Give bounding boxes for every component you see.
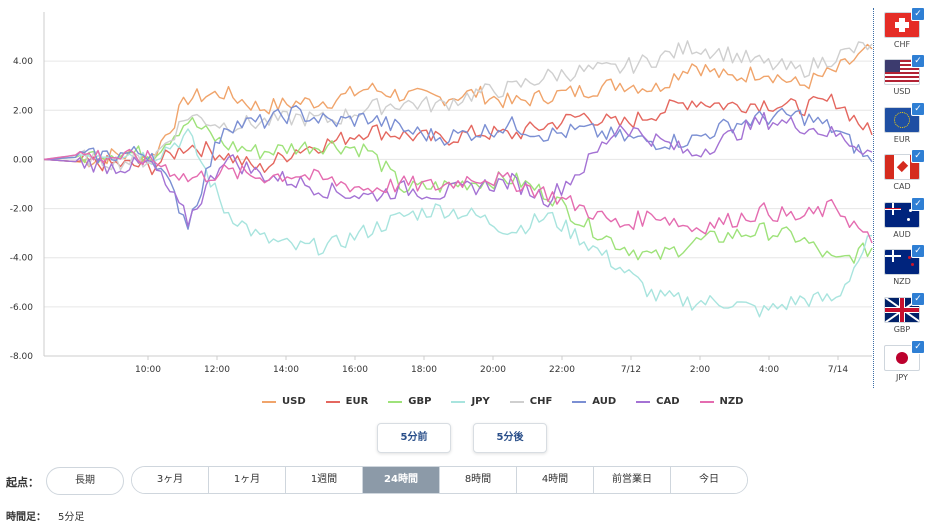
- y-tick-label: -6.00: [10, 303, 34, 313]
- flag-label: CHF: [893, 40, 911, 49]
- legend-swatch: [451, 400, 466, 403]
- y-tick-label: 2.00: [13, 106, 33, 116]
- series-line-gbp: [43, 116, 873, 264]
- checkbox-checked-icon: ✓: [911, 197, 925, 211]
- period-1month-button[interactable]: 1ヶ月: [209, 467, 286, 493]
- flag-label: EUR: [893, 135, 911, 144]
- x-tick-label: 22:00: [549, 365, 575, 375]
- currency-flag-panel: ✓ CHF ✓ USD ✓ EUR ✓ CAD ✓ AUD: [873, 7, 927, 388]
- legend-label: EUR: [345, 396, 369, 407]
- y-tick-label: -2.00: [10, 205, 34, 215]
- checkbox-checked-icon: ✓: [911, 54, 925, 68]
- legend-label: USD: [282, 396, 306, 407]
- long-term-button[interactable]: 長期: [46, 467, 124, 495]
- flag-label: USD: [893, 87, 911, 96]
- x-tick-label: 4:00: [759, 365, 779, 375]
- flag-label: JPY: [896, 373, 908, 382]
- series-line-eur: [43, 93, 873, 176]
- legend-swatch: [325, 400, 340, 403]
- flag-label: AUD: [893, 230, 911, 239]
- period-1week-button[interactable]: 1週間: [286, 467, 363, 493]
- x-tick-label: 10:00: [135, 365, 161, 375]
- period-today-button[interactable]: 今日: [671, 467, 747, 493]
- series-line-usd: [43, 43, 873, 168]
- legend-label: GBP: [408, 396, 432, 407]
- chart-legend: USD EUR GBP JPY CHF AUD CAD NZD: [262, 396, 763, 407]
- flag-label: CAD: [893, 182, 911, 191]
- series-line-nzd: [43, 148, 873, 244]
- series-line-chf: [43, 40, 873, 171]
- y-tick-label: -4.00: [10, 254, 34, 264]
- flag-nzd[interactable]: ✓ NZD: [884, 244, 925, 286]
- x-tick-label: 12:00: [204, 365, 230, 375]
- legend-item-eur[interactable]: EUR: [325, 396, 369, 407]
- flag-cad[interactable]: ✓ CAD: [884, 149, 925, 191]
- timeframe-label: 時間足：: [6, 512, 46, 523]
- legend-label: NZD: [719, 396, 744, 407]
- legend-swatch: [509, 400, 524, 403]
- legend-label: JPY: [471, 396, 490, 407]
- legend-item-jpy[interactable]: JPY: [451, 396, 490, 407]
- x-tick-label: 18:00: [411, 365, 437, 375]
- prev-5min-button[interactable]: 5分前: [377, 423, 451, 453]
- flag-eur[interactable]: ✓ EUR: [884, 102, 925, 144]
- flag-aud[interactable]: ✓ AUD: [884, 197, 925, 239]
- flag-chf[interactable]: ✓ CHF: [884, 7, 925, 49]
- y-tick-label: -8.00: [10, 352, 34, 362]
- flag-jpy[interactable]: ✓ JPY: [884, 340, 925, 382]
- legend-swatch: [262, 400, 276, 403]
- checkbox-checked-icon: ✓: [911, 7, 925, 21]
- timeframe-value: 5分足: [58, 512, 85, 523]
- legend-label: CHF: [529, 396, 553, 407]
- start-point-label: 起点：: [6, 476, 39, 489]
- uk-flag-icon: [884, 297, 920, 323]
- flag-usd[interactable]: ✓ USD: [884, 54, 925, 96]
- flag-label: GBP: [893, 325, 911, 334]
- period-selector: 3ヶ月 1ヶ月 1週間 24時間 8時間 4時間 前営業日 今日: [131, 466, 748, 494]
- y-tick-label: 4.00: [13, 57, 33, 67]
- checkbox-checked-icon: ✓: [911, 102, 925, 116]
- legend-swatch: [572, 400, 587, 403]
- legend-item-gbp[interactable]: GBP: [388, 396, 431, 407]
- legend-item-nzd[interactable]: NZD: [699, 396, 744, 407]
- y-tick-label: 0.00: [13, 155, 33, 165]
- period-24hour-button[interactable]: 24時間: [363, 467, 440, 493]
- legend-swatch: [388, 400, 403, 403]
- x-tick-label: 7/12: [621, 365, 641, 375]
- checkbox-checked-icon: ✓: [911, 149, 925, 163]
- legend-swatch: [699, 400, 714, 403]
- checkbox-checked-icon: ✓: [911, 292, 925, 306]
- legend-item-cad[interactable]: CAD: [636, 396, 680, 407]
- x-tick-label: 16:00: [342, 365, 368, 375]
- series-line-jpy: [43, 128, 873, 318]
- next-5min-button[interactable]: 5分後: [473, 423, 547, 453]
- period-4hour-button[interactable]: 4時間: [517, 467, 594, 493]
- period-8hour-button[interactable]: 8時間: [440, 467, 517, 493]
- checkbox-checked-icon: ✓: [911, 340, 925, 354]
- legend-label: CAD: [656, 396, 680, 407]
- legend-item-aud[interactable]: AUD: [572, 396, 616, 407]
- legend-item-chf[interactable]: CHF: [509, 396, 553, 407]
- x-tick-label: 14:00: [273, 365, 299, 375]
- legend-item-usd[interactable]: USD: [262, 396, 306, 407]
- flag-label: NZD: [893, 277, 911, 286]
- period-3month-button[interactable]: 3ヶ月: [132, 467, 209, 493]
- checkbox-checked-icon: ✓: [911, 244, 925, 258]
- x-tick-label: 20:00: [480, 365, 506, 375]
- series-line-cad: [43, 111, 873, 227]
- x-tick-label: 2:00: [690, 365, 710, 375]
- legend-label: AUD: [592, 396, 617, 407]
- currency-strength-chart: 4.00 2.00 0.00 -2.00 -4.00 -6.00 -8.00 10:00 12:…: [10, 12, 873, 375]
- series-line-aud: [43, 104, 873, 230]
- x-tick-label: 7/14: [828, 365, 848, 375]
- period-prev-business-day-button[interactable]: 前営業日: [594, 467, 671, 493]
- flag-gbp[interactable]: ✓ GBP: [884, 292, 925, 334]
- legend-swatch: [636, 400, 651, 403]
